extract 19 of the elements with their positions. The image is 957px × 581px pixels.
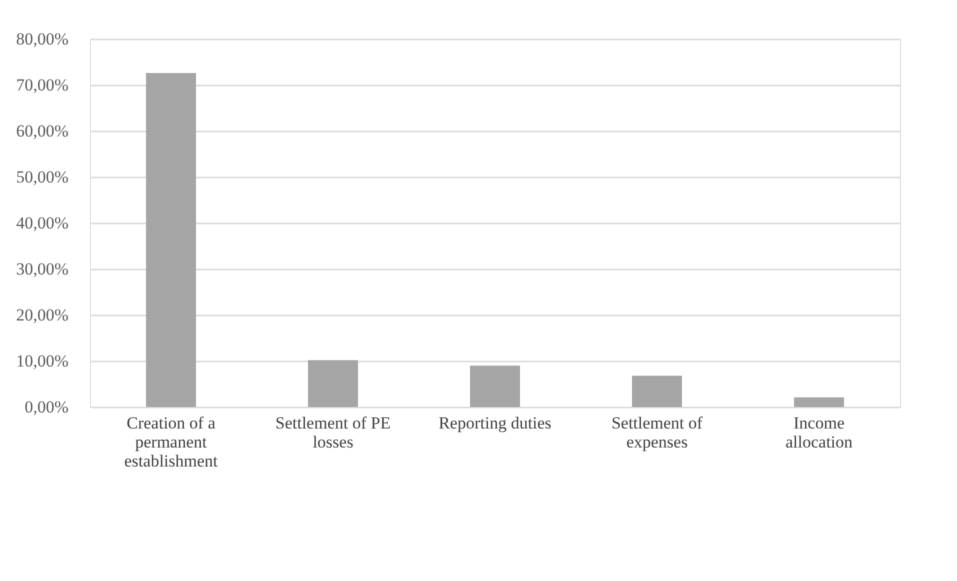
y-tick-label: 40,00% xyxy=(16,214,68,232)
x-tick-label: Settlement of expenses xyxy=(611,414,703,452)
x-tick-label: Settlement of PE losses xyxy=(275,414,391,452)
bar xyxy=(794,397,844,407)
y-tick-label: 20,00% xyxy=(16,306,68,324)
bar xyxy=(146,73,196,407)
bar xyxy=(308,360,358,407)
x-tick-label: Income allocation xyxy=(785,414,854,452)
bar xyxy=(632,376,682,407)
bar xyxy=(470,366,520,407)
x-tick-label: Creation of a permanent establishment xyxy=(124,414,218,470)
y-tick-label: 0,00% xyxy=(24,398,68,416)
y-tick-label: 30,00% xyxy=(16,260,68,278)
y-tick-label: 80,00% xyxy=(16,30,68,48)
y-tick-label: 10,00% xyxy=(16,352,68,370)
x-tick-label: Reporting duties xyxy=(438,414,552,432)
y-tick-label: 60,00% xyxy=(16,122,68,140)
y-tick-label: 50,00% xyxy=(16,168,68,186)
y-tick-label: 70,00% xyxy=(16,76,68,94)
